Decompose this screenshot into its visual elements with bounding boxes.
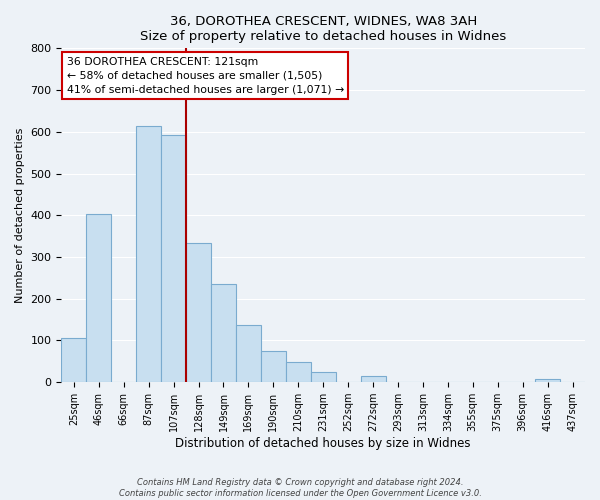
X-axis label: Distribution of detached houses by size in Widnes: Distribution of detached houses by size … [175, 437, 471, 450]
Bar [186, 243, 211, 382]
Y-axis label: Number of detached properties: Number of detached properties [15, 128, 25, 303]
Text: Contains HM Land Registry data © Crown copyright and database right 2024.
Contai: Contains HM Land Registry data © Crown c… [119, 478, 481, 498]
Bar [136, 126, 161, 382]
Bar [361, 376, 386, 382]
Bar [286, 362, 311, 382]
Text: 36 DOROTHEA CRESCENT: 121sqm
← 58% of detached houses are smaller (1,505)
41% of: 36 DOROTHEA CRESCENT: 121sqm ← 58% of de… [67, 56, 344, 94]
Bar [535, 380, 560, 382]
Title: 36, DOROTHEA CRESCENT, WIDNES, WA8 3AH
Size of property relative to detached hou: 36, DOROTHEA CRESCENT, WIDNES, WA8 3AH S… [140, 15, 506, 43]
Bar [86, 214, 111, 382]
Bar [261, 350, 286, 382]
Bar [236, 326, 261, 382]
Bar [211, 284, 236, 382]
Bar [311, 372, 335, 382]
Bar [161, 135, 186, 382]
Bar [61, 338, 86, 382]
